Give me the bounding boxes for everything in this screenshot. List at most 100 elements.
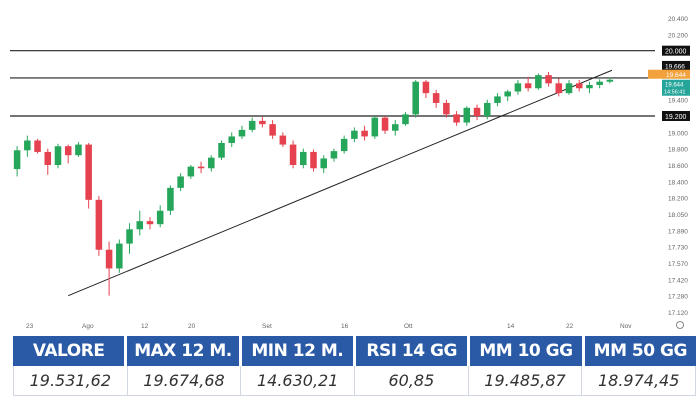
value-valore: 19.531,62 xyxy=(14,366,128,395)
y-tick-label: 18.800 xyxy=(668,147,688,154)
header-valore: VALORE xyxy=(13,336,128,366)
stats-table: VALORE MAX 12 M. MIN 12 M. RSI 14 GG MM … xyxy=(13,336,696,396)
value-min-12m: 14.630,21 xyxy=(241,366,356,395)
candle-body xyxy=(412,81,419,115)
candle-body xyxy=(228,136,236,143)
candle-body xyxy=(473,107,481,116)
candle-body xyxy=(483,102,491,116)
price-label-bg xyxy=(648,69,690,79)
candle-body xyxy=(167,187,174,211)
candle-body xyxy=(432,93,440,103)
candle-body xyxy=(218,142,225,158)
header-min-12m: MIN 12 M. xyxy=(242,336,356,366)
candle-body xyxy=(381,117,389,131)
candle-body xyxy=(453,114,460,123)
candle-body xyxy=(310,151,317,169)
candle-body xyxy=(422,81,430,94)
candle-body xyxy=(330,151,338,159)
price-label-bg xyxy=(662,79,690,96)
candle-body xyxy=(13,150,21,170)
price-label-bg xyxy=(662,60,690,70)
candle-body xyxy=(504,91,511,97)
candle-body xyxy=(208,157,215,169)
candle-body xyxy=(402,114,409,125)
candle-body xyxy=(136,221,144,230)
candle-body xyxy=(494,96,501,103)
candle-body xyxy=(535,75,542,89)
x-tick-label: 22 xyxy=(566,323,574,330)
candle-body xyxy=(524,83,532,89)
y-tick-label: 17.890 xyxy=(668,228,688,235)
candle-body xyxy=(34,140,41,152)
candle-body xyxy=(575,83,583,89)
candle-body xyxy=(24,140,31,151)
candle-body xyxy=(463,107,471,123)
candle-body xyxy=(279,135,287,145)
value-rsi-14gg: 60,85 xyxy=(355,366,469,395)
candle-body xyxy=(156,210,164,225)
candle-body xyxy=(85,144,92,200)
header-max-12m: MAX 12 M. xyxy=(127,336,242,366)
candle-body xyxy=(187,166,195,177)
y-tick-label: 18.600 xyxy=(668,163,688,170)
price-label-time: 14:56:41 xyxy=(664,90,685,96)
candle-body xyxy=(105,249,113,269)
candle-body xyxy=(75,144,82,156)
candle-body xyxy=(300,151,307,165)
stats-header-row: VALORE MAX 12 M. MIN 12 M. RSI 14 GG MM … xyxy=(13,336,696,366)
candle-body xyxy=(586,84,593,89)
candle-body xyxy=(269,124,276,136)
candle-body xyxy=(565,83,573,94)
candle-body xyxy=(64,146,72,156)
y-tick-label: 18.200 xyxy=(668,196,688,203)
price-label: 19.666 xyxy=(665,63,685,70)
price-label: 19.644 xyxy=(665,83,684,89)
candle-body xyxy=(44,151,52,165)
header-rsi-14gg: RSI 14 GG xyxy=(356,336,471,366)
candle-body xyxy=(371,117,379,137)
header-mm-10gg: MM 10 GG xyxy=(470,336,585,366)
candle-body xyxy=(248,120,256,130)
candle-body xyxy=(596,81,603,85)
y-tick-label: 19.400 xyxy=(668,98,688,105)
stats-value-row: 19.531,62 19.674,68 14.630,21 60,85 19.4… xyxy=(13,366,696,396)
candle-body xyxy=(545,75,552,84)
y-tick-label: 17.420 xyxy=(668,277,688,284)
candle-body xyxy=(54,146,62,165)
candle-body xyxy=(320,158,327,169)
y-tick-label: 20.200 xyxy=(668,32,688,39)
candle-body xyxy=(177,176,184,188)
x-tick-label: Ott xyxy=(404,323,413,330)
candle-body xyxy=(391,124,399,131)
candle-body xyxy=(289,144,297,165)
value-max-12m: 19.674,68 xyxy=(128,366,242,395)
price-label: 19.644 xyxy=(666,72,686,79)
y-tick-label: 17.280 xyxy=(668,294,688,301)
x-tick-label: Ago xyxy=(82,323,94,330)
candle-body xyxy=(116,243,123,269)
level-label-bg xyxy=(662,111,690,121)
value-mm-10gg: 19.485,87 xyxy=(469,366,583,395)
price-chart: 20.40020.20020.00019.80019.60019.40019.2… xyxy=(10,16,690,330)
y-tick-label: 17.730 xyxy=(668,245,688,252)
candle-body xyxy=(514,83,522,92)
x-tick-label: 14 xyxy=(507,323,515,330)
y-tick-label: 18.400 xyxy=(668,179,688,186)
trendline xyxy=(68,69,613,297)
settings-gear-icon xyxy=(676,321,684,329)
candle-body xyxy=(443,102,450,115)
y-tick-label: 17.570 xyxy=(668,261,688,268)
y-tick-label: 17.120 xyxy=(668,310,688,317)
value-mm-50gg: 18.974,45 xyxy=(597,371,680,390)
level-label: 20.000 xyxy=(665,49,687,56)
candle-body xyxy=(95,199,103,250)
level-label-bg xyxy=(662,45,690,56)
candle-body xyxy=(340,138,348,152)
candle-body xyxy=(351,130,358,139)
candle-body xyxy=(146,221,154,225)
candle-body xyxy=(555,83,563,94)
x-tick-label: Set xyxy=(262,323,272,330)
candle-body xyxy=(238,129,246,137)
y-tick-label: 20.400 xyxy=(668,16,688,23)
x-tick-label: Nov xyxy=(620,323,632,330)
